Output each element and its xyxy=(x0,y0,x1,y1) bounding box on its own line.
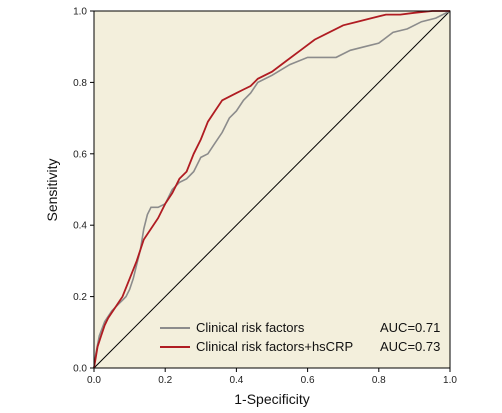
legend-auc-clinical-risk-factors-hscrp: AUC=0.73 xyxy=(380,339,440,354)
legend-auc-clinical-risk-factors: AUC=0.71 xyxy=(380,320,440,335)
legend: Clinical risk factors AUC=0.71 Clinical … xyxy=(160,320,440,354)
y-tick-label: 0.2 xyxy=(73,292,87,303)
plot-frame xyxy=(93,10,451,369)
y-axis-title: Sensitivity xyxy=(44,158,60,221)
x-tick-label: 0.6 xyxy=(301,375,315,386)
x-axis-ticks: 0.0 0.2 0.4 0.6 0.8 1.0 xyxy=(87,368,457,386)
x-tick-label: 0.0 xyxy=(87,375,101,386)
series-line-clinical-risk-factors-hscrp xyxy=(93,10,450,369)
y-tick-label: 1.0 xyxy=(73,7,87,18)
legend-label-clinical-risk-factors-hscrp: Clinical risk factors+hsCRP xyxy=(196,339,353,354)
y-tick-label: 0.6 xyxy=(73,149,87,160)
series-line-clinical-risk-factors xyxy=(93,10,451,369)
x-axis-title: 1-Specificity xyxy=(234,391,309,407)
x-tick-label: 0.4 xyxy=(229,375,243,386)
x-tick-label: 0.2 xyxy=(158,375,172,386)
y-tick-label: 0.8 xyxy=(73,78,87,89)
x-tick-label: 0.8 xyxy=(372,375,386,386)
reference-diagonal-line xyxy=(93,10,451,369)
x-tick-label: 1.0 xyxy=(443,375,457,386)
legend-label-clinical-risk-factors: Clinical risk factors xyxy=(196,320,305,335)
y-axis-ticks: 0.0 0.2 0.4 0.6 0.8 1.0 xyxy=(73,7,94,375)
y-tick-label: 0.0 xyxy=(73,364,87,375)
y-tick-label: 0.4 xyxy=(73,221,87,232)
